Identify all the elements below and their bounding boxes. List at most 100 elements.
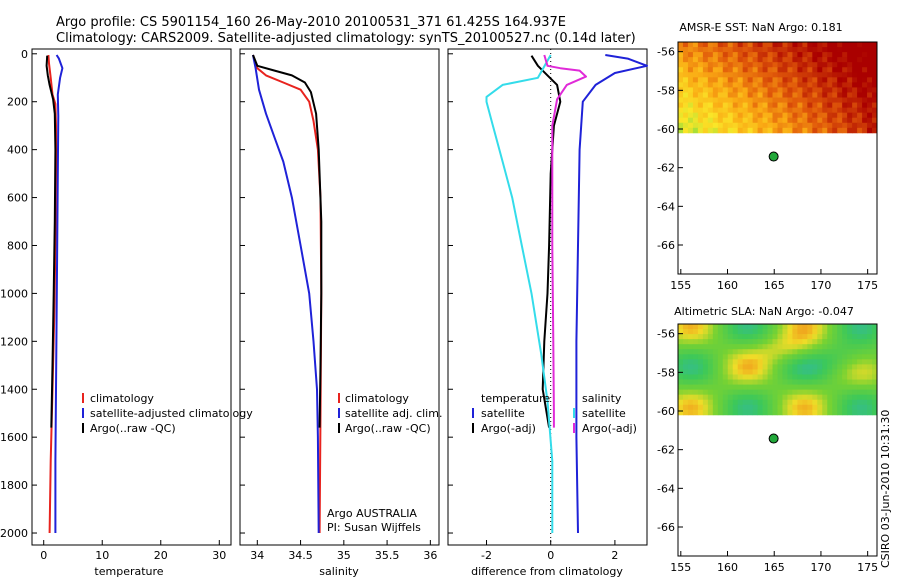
legend-satellite-adj: satellite adj. clim. bbox=[345, 407, 442, 420]
heatmap-cell bbox=[872, 52, 878, 58]
heatmap-cell bbox=[827, 379, 833, 385]
heatmap-cell bbox=[857, 57, 863, 63]
heatmap-cell bbox=[702, 354, 709, 360]
heatmap-cell bbox=[812, 127, 818, 134]
heatmap-cell bbox=[862, 122, 868, 129]
argo-position-marker bbox=[768, 151, 779, 162]
heatmap-cell bbox=[872, 117, 878, 124]
heatmap-cell bbox=[867, 379, 873, 385]
heatmap-cell bbox=[817, 344, 823, 350]
heatmap-cell bbox=[812, 92, 818, 98]
heatmap-cell bbox=[802, 62, 808, 68]
heatmap-cell bbox=[737, 409, 744, 416]
heatmap-cell bbox=[812, 77, 818, 83]
heatmap-cell bbox=[857, 72, 863, 78]
heatmap-cell bbox=[872, 72, 878, 78]
heatmap-cell bbox=[722, 359, 729, 365]
heatmap-cell bbox=[837, 394, 843, 401]
heatmap-cell bbox=[802, 72, 808, 78]
heatmap-cell bbox=[712, 339, 719, 345]
heatmap-cell bbox=[842, 42, 848, 48]
heatmap-cell bbox=[862, 379, 868, 385]
y-tick-label: 400 bbox=[7, 144, 28, 157]
heatmap-cell bbox=[682, 52, 689, 58]
heatmap-cell bbox=[862, 42, 868, 48]
x-tick-label: 175 bbox=[857, 561, 878, 574]
heatmap-cell bbox=[777, 344, 783, 350]
heatmap-cell bbox=[822, 127, 828, 134]
heatmap-cell bbox=[702, 112, 709, 119]
heatmap-cell bbox=[852, 364, 858, 370]
heatmap-cell bbox=[847, 82, 853, 88]
heatmap-cell bbox=[827, 404, 833, 411]
heatmap-cell bbox=[752, 379, 759, 385]
heatmap-cell bbox=[822, 42, 828, 48]
heatmap-cell bbox=[847, 349, 853, 355]
heatmap-cell bbox=[687, 409, 694, 416]
heatmap-cell bbox=[777, 324, 783, 330]
heatmap-cell bbox=[832, 62, 838, 68]
x-tick-label: 35.5 bbox=[375, 549, 400, 562]
heatmap-cell bbox=[777, 329, 783, 335]
heatmap-cell bbox=[752, 389, 759, 396]
x-tick-label: 2 bbox=[611, 549, 618, 562]
heatmap-cell bbox=[757, 42, 763, 48]
heatmap-cell bbox=[732, 364, 739, 370]
heatmap-cell bbox=[687, 359, 694, 365]
heatmap-cell bbox=[817, 117, 823, 124]
heatmap-cell bbox=[807, 67, 813, 73]
heatmap-cell bbox=[852, 87, 858, 93]
heatmap-cell bbox=[842, 52, 848, 58]
heatmap-cell bbox=[857, 359, 863, 365]
heatmap-cell bbox=[822, 92, 828, 98]
heatmap-cell bbox=[727, 92, 734, 98]
heatmap-cell bbox=[742, 47, 749, 53]
x-tick-label: 165 bbox=[764, 561, 785, 574]
heatmap-cell bbox=[712, 374, 719, 380]
heatmap-cell bbox=[792, 42, 798, 48]
heatmap-cell bbox=[682, 334, 689, 340]
heatmap-cell bbox=[862, 62, 868, 68]
heatmap-cell bbox=[712, 112, 719, 119]
heatmap-cell bbox=[727, 384, 734, 391]
heatmap-cell bbox=[852, 369, 858, 375]
heatmap-cell bbox=[852, 394, 858, 401]
heatmap-cell bbox=[847, 364, 853, 370]
heatmap-cell bbox=[817, 354, 823, 360]
heatmap-cell bbox=[852, 399, 858, 406]
heatmap-cell bbox=[837, 389, 843, 396]
sla-map-area: 155 160 165 170 175-56-58-60-62-64-66 bbox=[657, 324, 878, 574]
heatmap-cell bbox=[732, 359, 739, 365]
heatmap-cell bbox=[757, 92, 763, 98]
heatmap-cell bbox=[722, 47, 729, 53]
heatmap-cell bbox=[722, 77, 729, 83]
heatmap-cell bbox=[832, 339, 838, 345]
heatmap-cell bbox=[732, 389, 739, 396]
heatmap-cell bbox=[762, 399, 768, 406]
heatmap-cell bbox=[867, 384, 873, 391]
heatmap-cell bbox=[692, 97, 699, 103]
heatmap-cell bbox=[772, 117, 778, 124]
heatmap-cell bbox=[842, 87, 848, 93]
heatmap-cell bbox=[687, 349, 694, 355]
heatmap-cell bbox=[812, 107, 818, 114]
heatmap-cell bbox=[817, 107, 823, 114]
heatmap-cell bbox=[742, 334, 749, 340]
heatmap-cell bbox=[872, 107, 878, 114]
series-line-argo-raw-qc- bbox=[45, 55, 57, 428]
heatmap-cell bbox=[687, 72, 694, 78]
heatmap-cell bbox=[678, 52, 684, 58]
heatmap-cell bbox=[692, 82, 699, 88]
heatmap-cell bbox=[847, 92, 853, 98]
heatmap-cell bbox=[867, 127, 873, 134]
heatmap-cell bbox=[772, 97, 778, 103]
heatmap-cell bbox=[757, 82, 763, 88]
heatmap-cell bbox=[747, 82, 754, 88]
heatmap-cell bbox=[752, 62, 759, 68]
heatmap-cell bbox=[787, 369, 793, 375]
heatmap-cell bbox=[697, 107, 704, 114]
heatmap-cell bbox=[857, 399, 863, 406]
heatmap-cell bbox=[842, 364, 848, 370]
heatmap-cell bbox=[797, 87, 803, 93]
heatmap-cell bbox=[712, 334, 719, 340]
